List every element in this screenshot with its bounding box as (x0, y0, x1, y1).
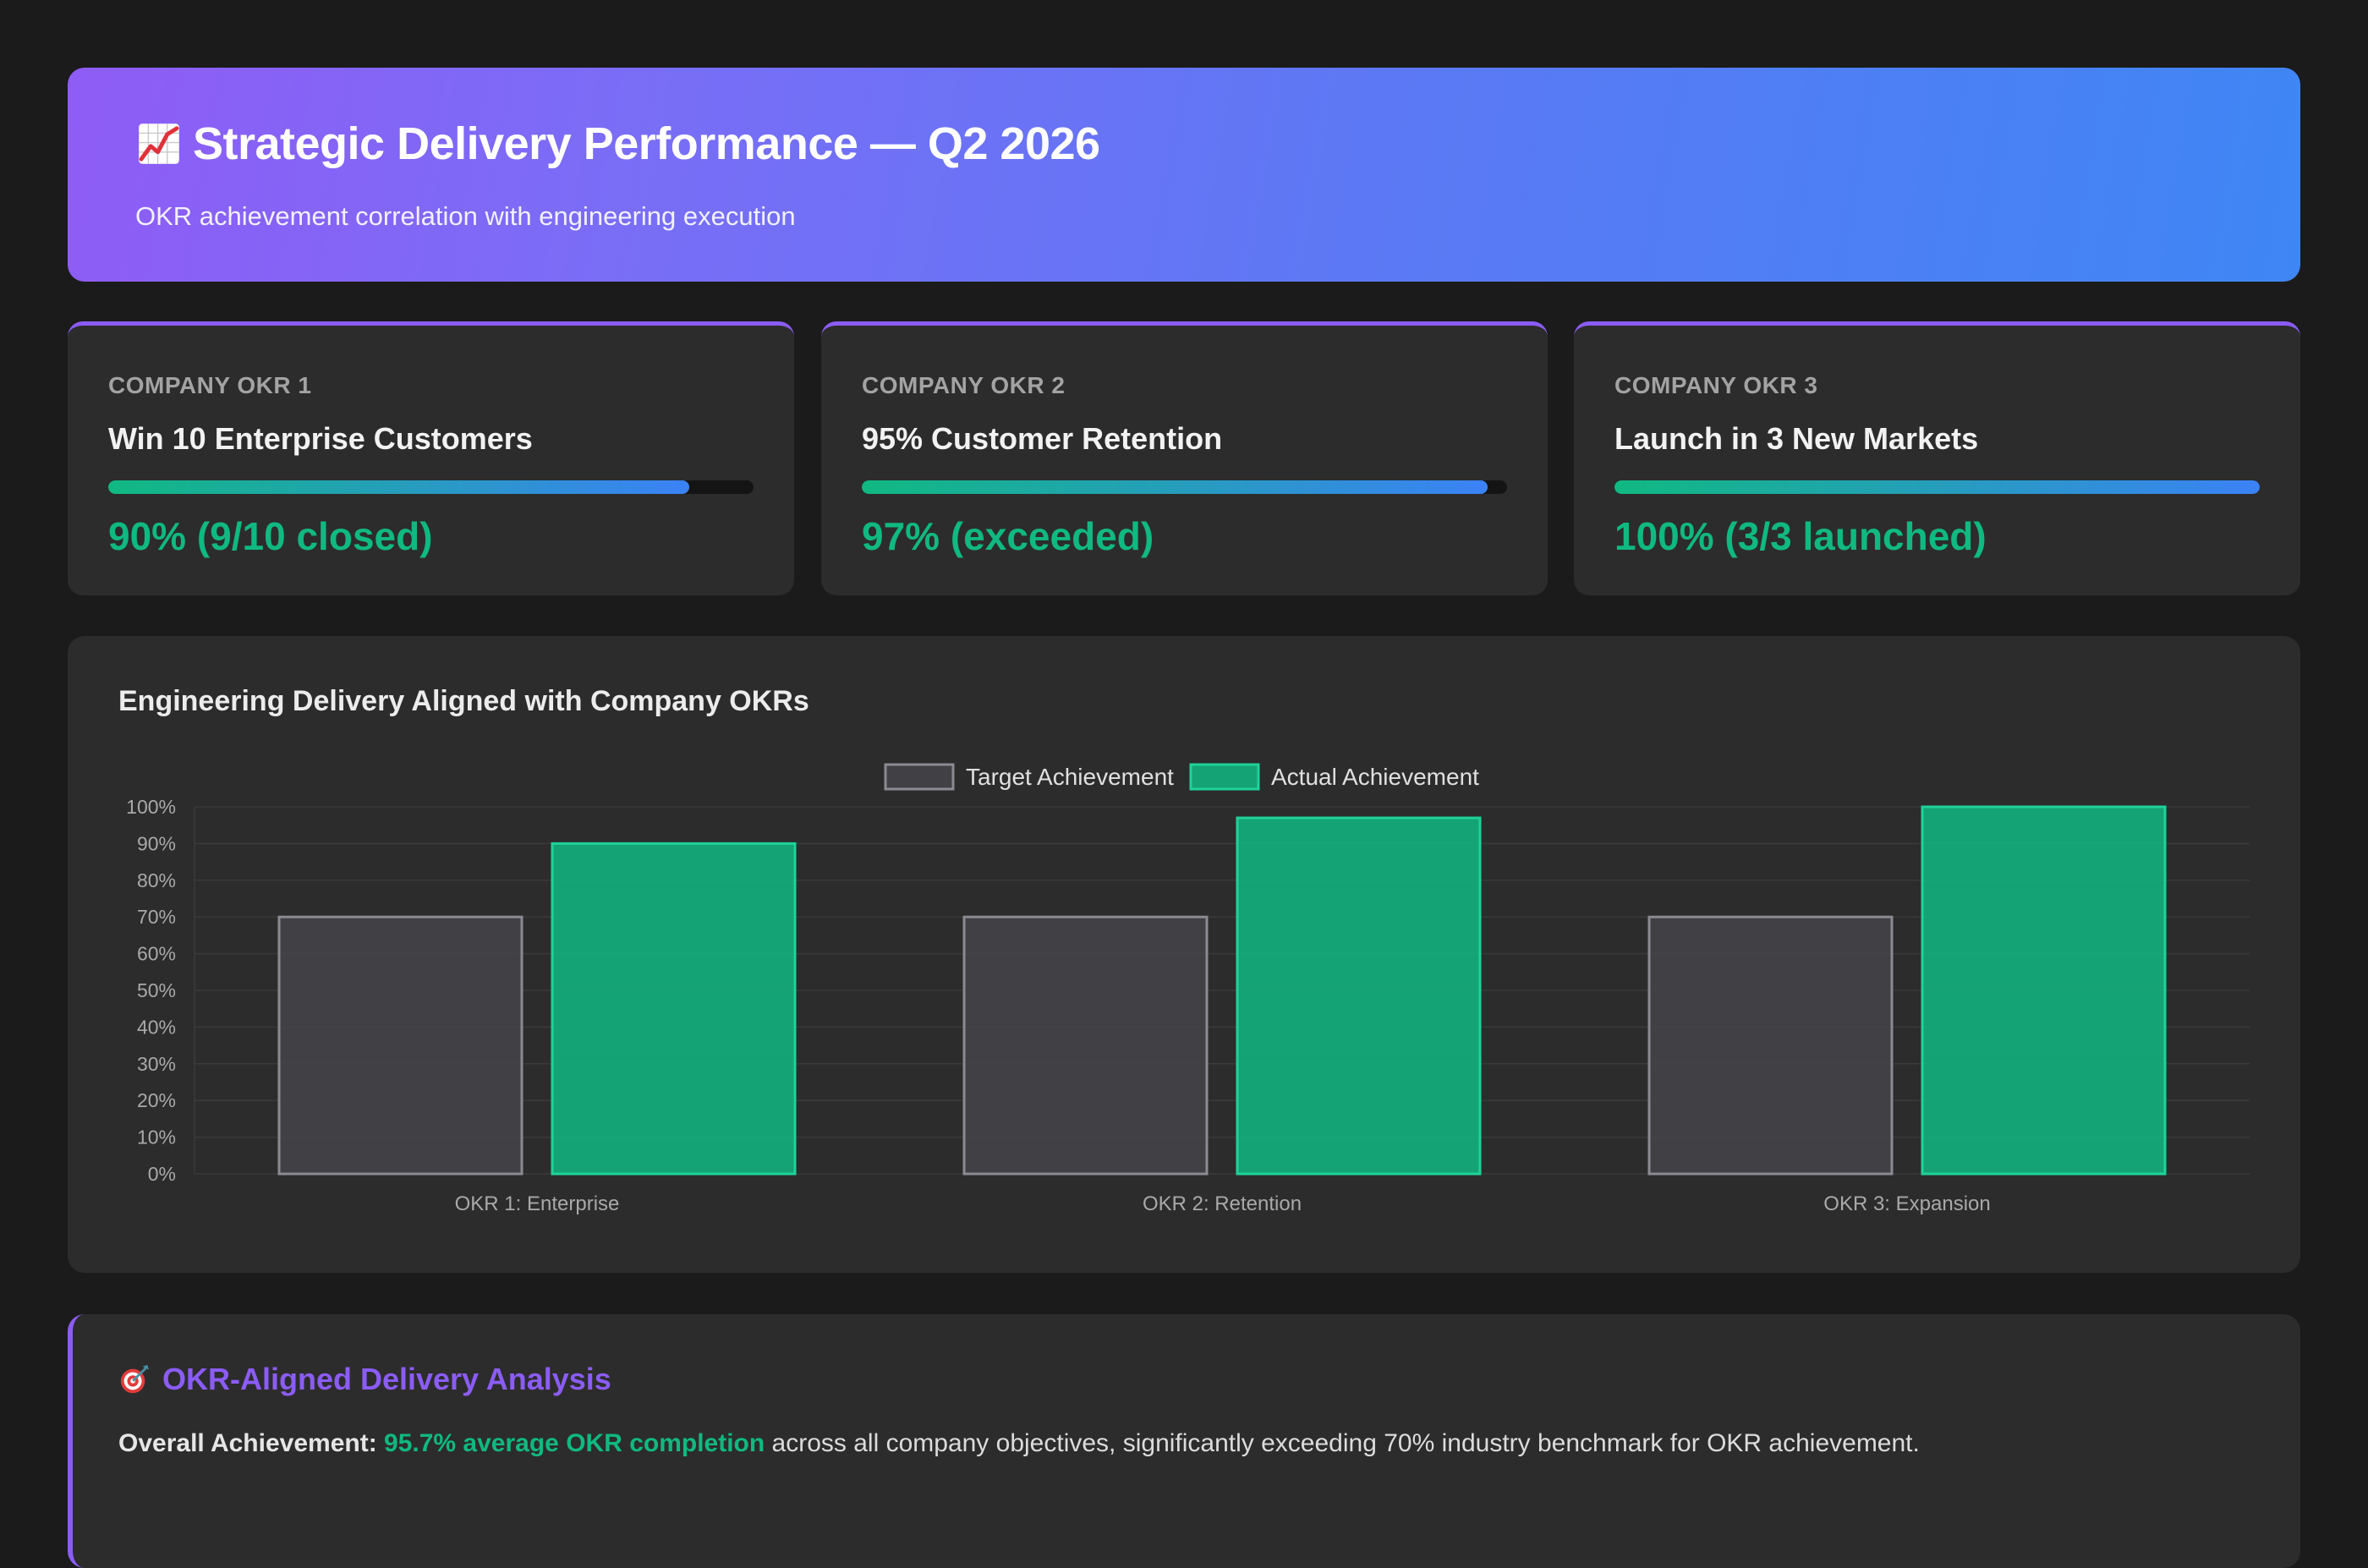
okr-label: COMPANY OKR 1 (108, 372, 312, 398)
okr-result: 90% (9/10 closed) (108, 514, 433, 558)
okr-card-2: COMPANY OKR 2 95% Customer Retention 97%… (821, 321, 1548, 595)
okr-label: COMPANY OKR 3 (1614, 372, 1818, 398)
legend-swatch (884, 763, 955, 791)
chart-increasing-icon (139, 123, 179, 164)
target-bar (962, 915, 1209, 1176)
okr-result: 97% (exceeded) (862, 514, 1154, 558)
bar-chart: 0% 10% 20% 30% 40% 50% 60% 70% 80% 90% 100% OKR 1: … (126, 763, 2250, 1215)
okr-name: 95% Customer Retention (862, 421, 1223, 456)
y-tick-label: 30% (137, 1053, 176, 1075)
okr-cards: COMPANY OKR 1 Win 10 Enterprise Customer… (68, 321, 2300, 595)
actual-bar (1921, 805, 2167, 1176)
y-tick-label: 50% (137, 979, 176, 1001)
legend-swatch (1189, 763, 1260, 791)
target-bar (277, 915, 523, 1176)
okr-progress-fill (108, 480, 689, 494)
chart-panel: Engineering Delivery Aligned with Compan… (68, 636, 2300, 1273)
okr-progress-bar (862, 480, 1507, 494)
y-tick-label: 90% (137, 832, 176, 854)
okr-progress-bar (108, 480, 754, 494)
page-header: Strategic Delivery Performance — Q2 2026… (68, 68, 2300, 282)
okr-progress-fill (1614, 480, 2260, 494)
analysis-highlight: 95.7% average OKR completion (384, 1429, 765, 1457)
analysis-panel: OKR-Aligned Delivery Analysis Overall Ac… (68, 1314, 2300, 1568)
y-tick-label: 40% (137, 1016, 176, 1038)
okr-result: 100% (3/3 launched) (1614, 514, 1987, 558)
target-bar (1647, 915, 1894, 1176)
page-subtitle: OKR achievement correlation with enginee… (135, 201, 796, 231)
y-tick-label: 10% (137, 1127, 176, 1149)
actual-bar (551, 842, 797, 1176)
okr-card-3: COMPANY OKR 3 Launch in 3 New Markets 10… (1574, 321, 2300, 595)
y-tick-label: 0% (148, 1163, 176, 1185)
analysis-title: OKR-Aligned Delivery Analysis (118, 1362, 611, 1397)
x-tick-label: OKR 2: Retention (1143, 1192, 1302, 1215)
page-title-text: Strategic Delivery Performance — Q2 2026 (193, 118, 1100, 169)
okr-progress-fill (862, 480, 1488, 494)
okr-card-1: COMPANY OKR 1 Win 10 Enterprise Customer… (68, 321, 794, 595)
okr-progress-bar (1614, 480, 2260, 494)
y-tick-label: 100% (126, 796, 176, 818)
y-tick-label: 60% (137, 943, 176, 965)
legend-label: Target Achievement (966, 764, 1174, 790)
okr-name: Win 10 Enterprise Customers (108, 421, 533, 456)
x-tick-label: OKR 3: Expansion (1823, 1192, 1990, 1215)
y-tick-label: 20% (137, 1089, 176, 1111)
chart-title: Engineering Delivery Aligned with Compan… (118, 685, 809, 717)
page-title: Strategic Delivery Performance — Q2 2026 (135, 120, 1100, 167)
analysis-title-text: OKR-Aligned Delivery Analysis (162, 1362, 611, 1396)
actual-bar (1236, 816, 1482, 1176)
y-tick-label: 70% (137, 906, 176, 928)
okr-name: Launch in 3 New Markets (1614, 421, 1979, 456)
okr-label: COMPANY OKR 2 (862, 372, 1066, 398)
analysis-rest: across all company objectives, significa… (765, 1429, 1920, 1457)
legend-label: Actual Achievement (1271, 764, 1479, 790)
x-tick-label: OKR 1: Enterprise (455, 1192, 620, 1215)
analysis-lead: Overall Achievement: (118, 1429, 377, 1457)
y-tick-label: 80% (137, 869, 176, 891)
analysis-text: Overall Achievement: 95.7% average OKR c… (118, 1429, 1920, 1458)
direct-hit-icon (120, 1364, 150, 1394)
